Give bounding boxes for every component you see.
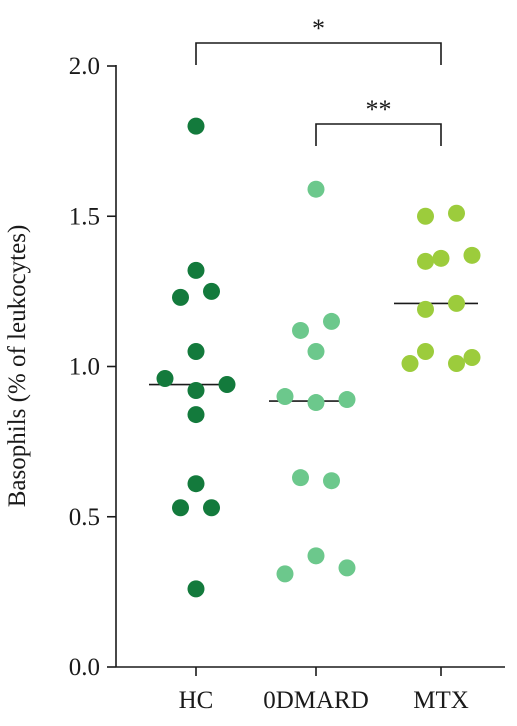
data-point (187, 406, 205, 424)
y-axis-label: Basophils (% of leukocytes) (4, 225, 31, 508)
data-point (448, 294, 465, 312)
axes: 0.0 0.5 1.0 1.5 2.0 HC 0DMARD MTX (69, 53, 505, 714)
data-point (417, 252, 434, 270)
data-point (417, 207, 434, 225)
x-tick-label: 0DMARD (263, 687, 369, 714)
y-tick-label: 0.0 (69, 654, 100, 681)
data-point (323, 312, 340, 330)
data-point (307, 394, 325, 412)
data-point (417, 300, 434, 318)
data-point (203, 499, 220, 517)
x-tick-label: MTX (413, 687, 469, 714)
y-tick-label: 1.0 (69, 354, 100, 381)
data-point (276, 565, 294, 583)
significance-label: ** (366, 95, 392, 124)
data-point (156, 370, 174, 388)
data-point (463, 246, 481, 264)
data-point (187, 580, 205, 598)
y-tick-label: 0.5 (69, 504, 100, 531)
significance-brackets: *** (195, 14, 442, 146)
significance-bracket (315, 123, 442, 146)
data-point (463, 348, 481, 366)
data-point (187, 475, 205, 493)
significance-label: * (312, 14, 325, 43)
data-point (307, 180, 325, 198)
data-point (338, 559, 356, 577)
data-point (292, 469, 309, 487)
data-point (276, 388, 294, 406)
data-point (187, 117, 205, 135)
data-point (448, 354, 465, 372)
data-point (417, 342, 434, 360)
data-point (187, 261, 205, 279)
x-tick-label: HC (179, 687, 214, 714)
data-point (187, 382, 205, 400)
data-point (172, 499, 189, 517)
data-point (172, 288, 189, 306)
data-point (292, 321, 309, 339)
data-point (307, 342, 325, 360)
y-tick-label: 2.0 (69, 53, 100, 80)
data-point (432, 249, 450, 267)
data-point (323, 472, 340, 490)
data-point (187, 342, 205, 360)
data-point (338, 391, 356, 409)
significance-bracket (195, 42, 442, 65)
y-tick-label: 1.5 (69, 203, 100, 230)
data-point (448, 204, 465, 222)
data-point (218, 376, 236, 394)
data-point (401, 354, 419, 372)
data-points (156, 117, 481, 598)
data-point (307, 547, 325, 565)
data-point (203, 282, 220, 300)
